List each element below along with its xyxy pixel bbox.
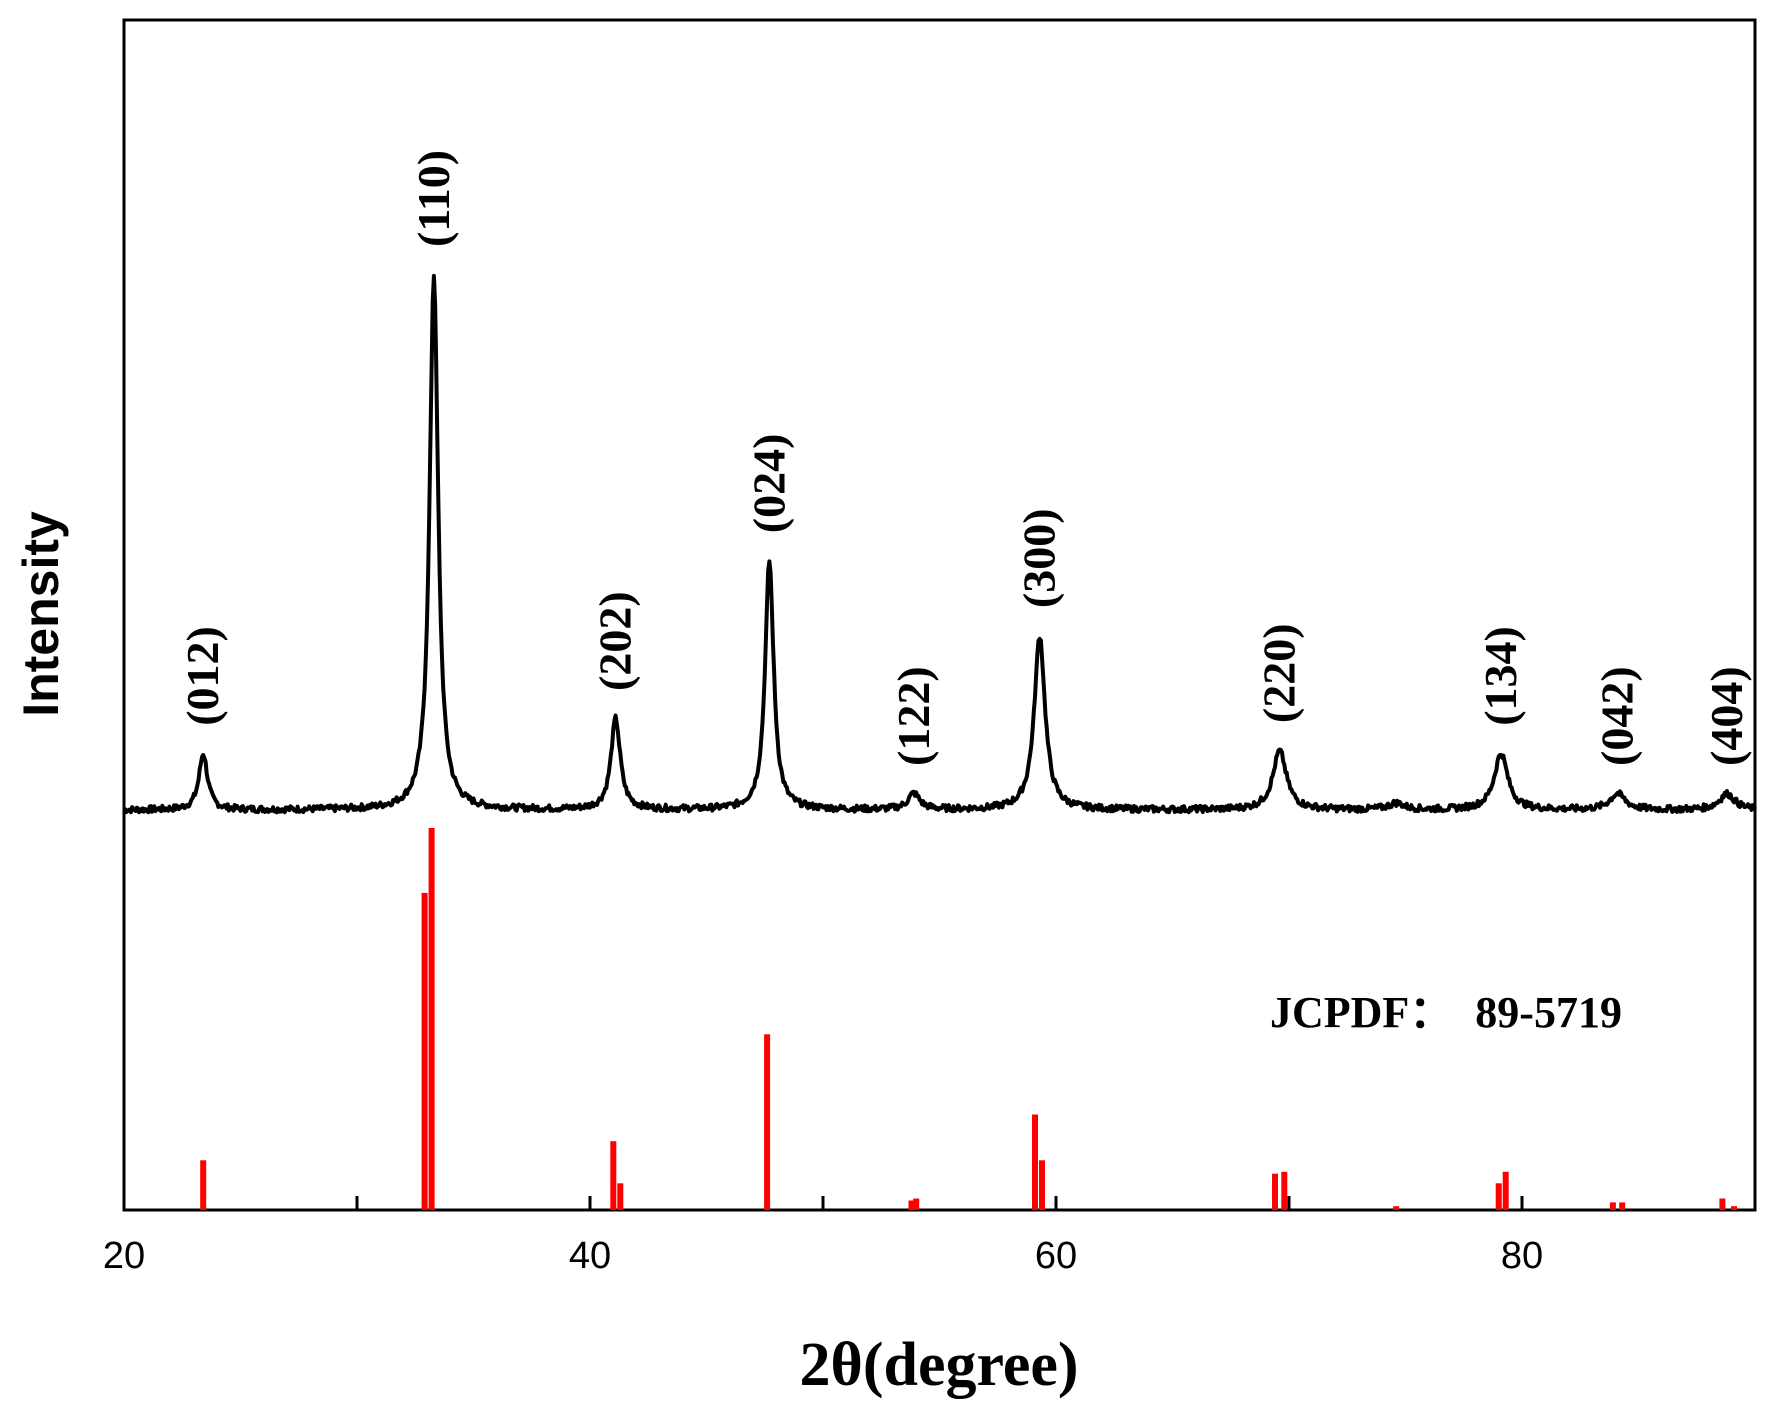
- reference-stick: [1495, 1183, 1502, 1210]
- x-tick-label: 80: [1501, 1235, 1543, 1277]
- reference-stick: [617, 1183, 624, 1210]
- peak-label: (122): [888, 666, 939, 766]
- peak-label: (012): [177, 626, 228, 726]
- reference-stick: [1039, 1160, 1045, 1210]
- reference-stick: [913, 1198, 920, 1210]
- peak-label: (024): [743, 434, 794, 534]
- peak-label: (300): [1014, 508, 1065, 608]
- reference-stick: [421, 892, 428, 1210]
- x-tick-label: 40: [569, 1235, 611, 1277]
- y-axis-label: Intensity: [13, 511, 69, 717]
- reference-stick: [1502, 1171, 1509, 1210]
- peak-label: (042): [1592, 666, 1643, 766]
- reference-stick: [1719, 1198, 1726, 1210]
- x-tick-label: 20: [103, 1235, 145, 1277]
- peak-label: (220): [1254, 623, 1305, 723]
- peak-label: (110): [408, 150, 459, 247]
- reference-stick: [200, 1160, 207, 1210]
- reference-stick: [908, 1200, 915, 1211]
- reference-stick: [1393, 1206, 1400, 1210]
- peak-label: (202): [590, 591, 641, 691]
- reference-label: JCPDF： 89-5719: [1270, 988, 1622, 1037]
- x-tick-label: 60: [1035, 1235, 1077, 1277]
- reference-stick: [610, 1141, 617, 1210]
- reference-stick: [1619, 1202, 1626, 1210]
- reference-lines: [200, 828, 1737, 1211]
- x-axis-ticks: 20 40 60 80: [103, 1196, 1757, 1277]
- reference-stick: [1032, 1114, 1038, 1210]
- reference-stick: [1609, 1202, 1616, 1210]
- peak-labels: (012) (110) (202) (024) (122) (300) (220) (134)…: [177, 150, 1752, 766]
- reference-stick: [764, 1034, 771, 1210]
- reference-stick: [428, 828, 435, 1210]
- reference-stick: [1731, 1206, 1737, 1210]
- peak-label: (134): [1475, 626, 1526, 726]
- peak-label: (404): [1701, 666, 1752, 766]
- reference-stick: [1272, 1173, 1278, 1210]
- xrd-pattern: [123, 273, 1757, 815]
- pattern-line: [123, 273, 1757, 815]
- reference-stick: [1281, 1171, 1288, 1210]
- x-axis-label: 2θ(degree): [799, 1331, 1078, 1399]
- plot-frame: [122, 18, 1757, 1212]
